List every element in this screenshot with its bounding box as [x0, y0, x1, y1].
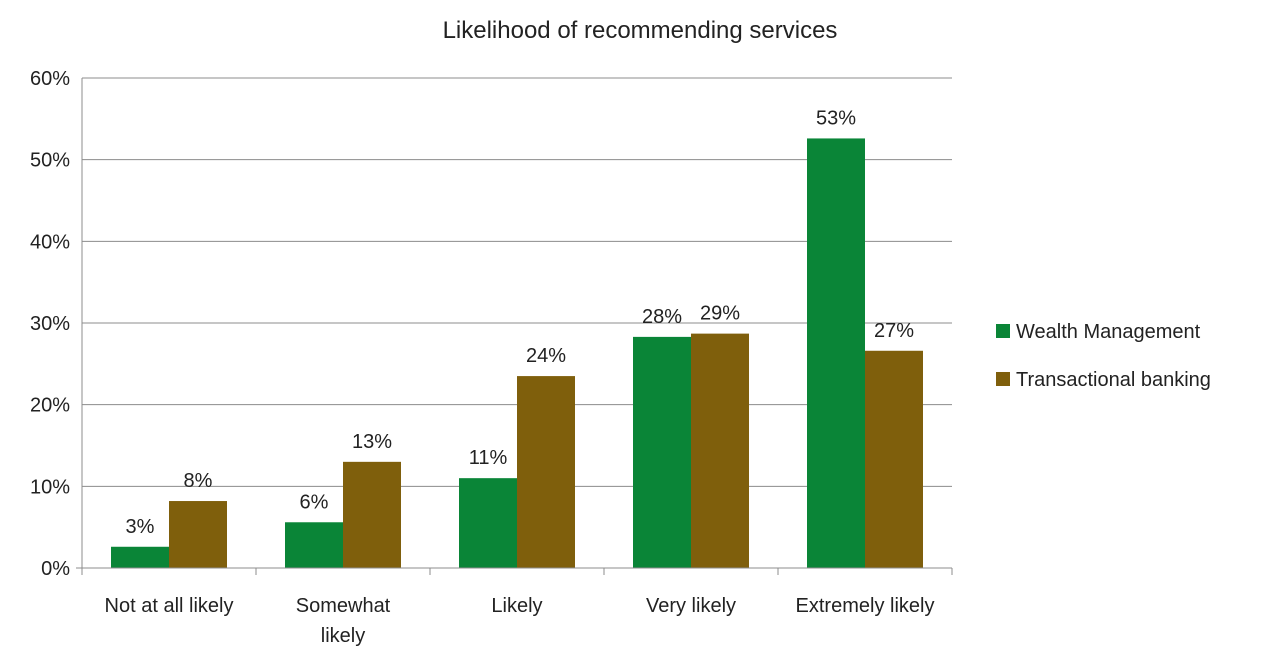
y-tick-label: 60% — [30, 68, 70, 90]
y-tick-label: 40% — [30, 231, 70, 253]
y-tick-label: 30% — [30, 313, 70, 335]
bar — [807, 138, 865, 568]
category-labels: Not at all likely Somewhat likely Likely Ver… — [105, 595, 935, 646]
legend-label: Transactional banking — [1016, 369, 1211, 391]
bar — [169, 501, 227, 568]
data-label: 3% — [126, 516, 155, 538]
category-label: likely — [321, 625, 365, 646]
legend-swatch — [996, 324, 1010, 338]
data-labels: 3% 8% 6% 13% 11% 24% 28% 29% 53% 27% — [126, 107, 915, 537]
bar — [459, 478, 517, 568]
y-tick-label: 10% — [30, 476, 70, 498]
legend: Wealth Management Transactional banking — [996, 321, 1211, 391]
category-label: Extremely likely — [796, 595, 935, 617]
category-label: Likely — [491, 595, 542, 617]
data-label: 6% — [300, 491, 329, 513]
data-label: 8% — [184, 470, 213, 492]
data-label: 24% — [526, 345, 566, 367]
data-label: 11% — [469, 447, 508, 469]
bar — [633, 336, 691, 568]
x-axis — [76, 78, 953, 575]
data-label: 27% — [874, 320, 914, 342]
data-label: 53% — [816, 107, 856, 129]
y-tick-label: 20% — [30, 395, 70, 417]
bar — [111, 546, 169, 568]
bar — [343, 461, 401, 568]
data-label: 29% — [700, 303, 740, 325]
category-label: Somewhat — [296, 595, 391, 617]
bar — [517, 376, 575, 568]
bar — [865, 350, 923, 568]
legend-swatch — [996, 372, 1010, 386]
data-label: 28% — [642, 306, 682, 328]
bar — [691, 333, 749, 568]
bars — [111, 138, 923, 568]
category-label: Very likely — [646, 595, 736, 617]
y-tick-label: 50% — [30, 150, 70, 172]
y-axis-ticks: 0% 10% 20% 30% 40% 50% 60% — [30, 68, 70, 580]
chart-title: Likelihood of recommending services — [443, 17, 838, 44]
bar — [285, 522, 343, 568]
y-tick-label: 0% — [41, 558, 70, 580]
legend-label: Wealth Management — [1016, 321, 1201, 343]
category-label: Not at all likely — [105, 595, 234, 617]
data-label: 13% — [352, 431, 392, 453]
